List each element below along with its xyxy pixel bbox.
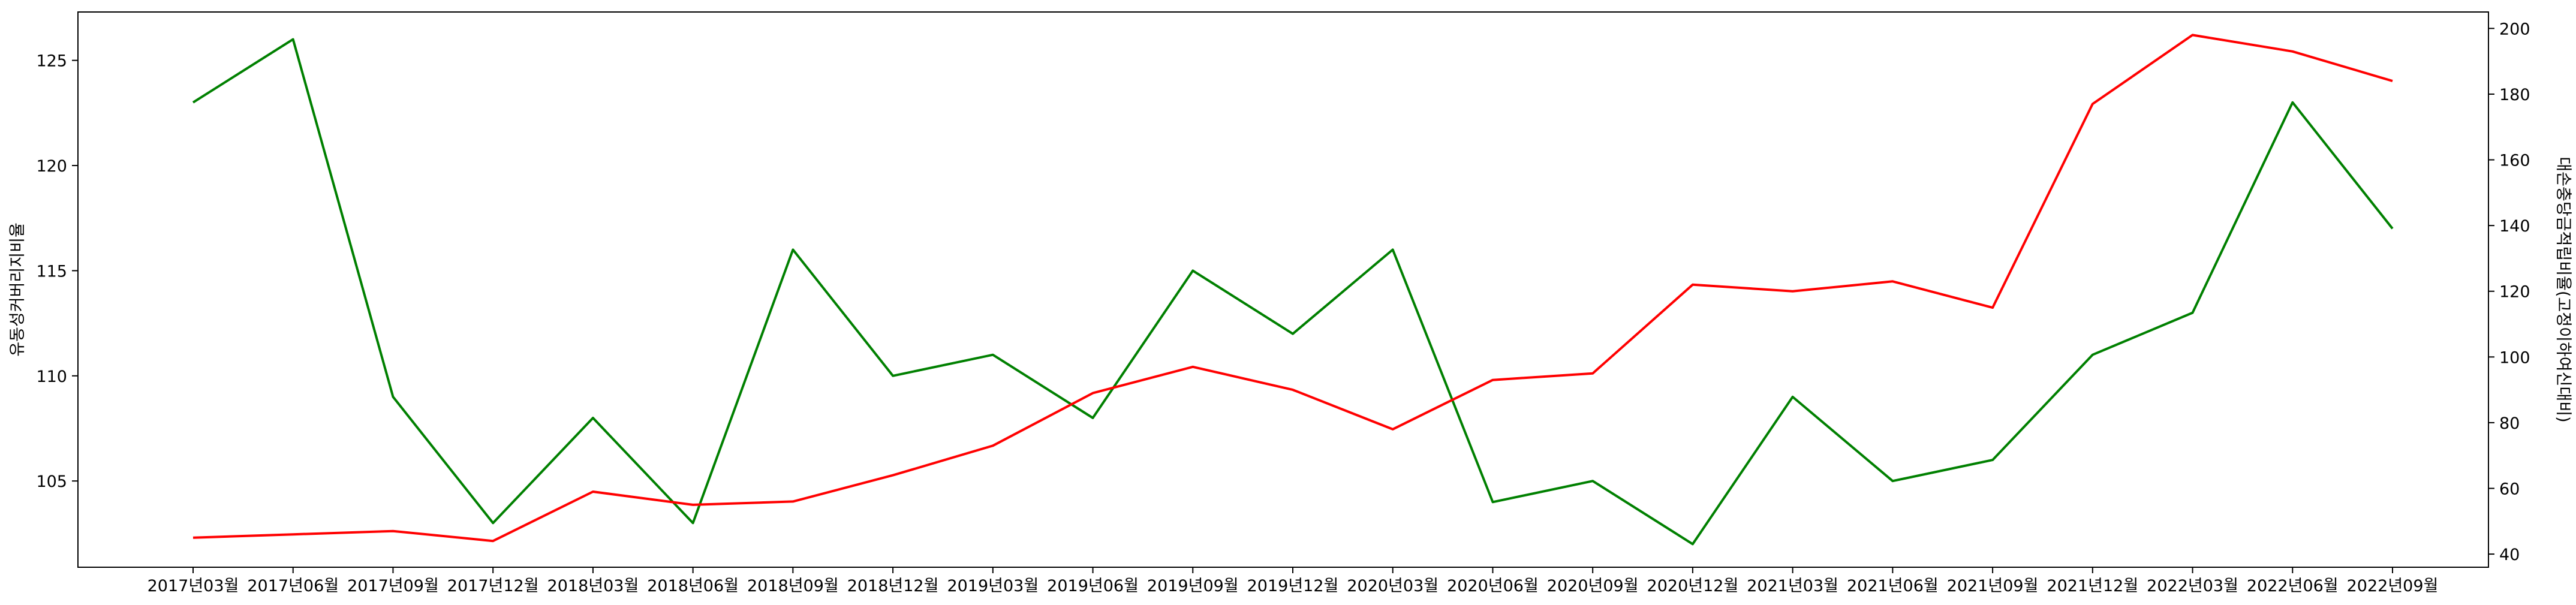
right-y-tick-label: 160: [2499, 152, 2530, 170]
right-y-axis: 40 60 80 100 120 140 160 180 200: [2488, 20, 2530, 564]
x-tick-label: 2020년12월: [1647, 577, 1739, 595]
x-axis: 2017년03월 2017년06월 2017년09월 2017년12월 2018년03월…: [148, 567, 2439, 595]
right-y-axis-label: 대손충당금적립비율(고정이하여신대비): [2554, 156, 2572, 422]
x-tick-label: 2021년06월: [1847, 577, 1939, 595]
left-y-axis-label: 유동성커버리지비율: [8, 222, 27, 357]
right-y-tick-label: 180: [2499, 86, 2530, 104]
right-y-tick-label: 140: [2499, 217, 2530, 236]
x-tick-label: 2018년03월: [547, 577, 639, 595]
x-tick-label: 2018년06월: [647, 577, 739, 595]
x-tick-label: 2020년03월: [1347, 577, 1439, 595]
right-y-tick-label: 200: [2499, 20, 2530, 38]
x-tick-label: 2021년12월: [2047, 577, 2138, 595]
x-tick-label: 2017년03월: [148, 577, 239, 595]
x-tick-label: 2017년12월: [447, 577, 539, 595]
left-y-tick-label: 110: [36, 368, 67, 386]
green-series-line: [192, 38, 2394, 546]
x-tick-label: 2018년12월: [847, 577, 939, 595]
x-tick-label: 2019년06월: [1047, 577, 1139, 595]
x-tick-label: 2017년09월: [347, 577, 439, 595]
left-y-tick-label: 125: [36, 52, 67, 71]
right-y-tick-label: 60: [2499, 480, 2520, 498]
left-y-tick-label: 120: [36, 157, 67, 176]
red-series-line: [192, 34, 2393, 543]
right-y-tick-label: 80: [2499, 414, 2520, 433]
series-lines: [192, 34, 2394, 546]
x-tick-label: 2018년09월: [747, 577, 839, 595]
left-y-tick-label: 115: [36, 262, 67, 281]
x-tick-label: 2022년06월: [2247, 577, 2339, 595]
x-tick-label: 2021년09월: [1947, 577, 2039, 595]
x-tick-label: 2017년06월: [247, 577, 339, 595]
x-tick-label: 2019년03월: [947, 577, 1039, 595]
x-tick-label: 2020년09월: [1547, 577, 1639, 595]
x-tick-label: 2021년03월: [1747, 577, 1838, 595]
x-tick-label: 2022년09월: [2347, 577, 2439, 595]
x-tick-label: 2022년03월: [2147, 577, 2238, 595]
plot-area-frame: [77, 11, 2489, 568]
x-tick-label: 2020년06월: [1447, 577, 1539, 595]
x-tick-label: 2019년12월: [1247, 577, 1339, 595]
right-y-tick-label: 100: [2499, 348, 2530, 367]
right-y-tick-label: 120: [2499, 283, 2530, 302]
x-tick-label: 2019년09월: [1147, 577, 1239, 595]
left-y-tick-label: 105: [36, 472, 67, 491]
left-y-axis: 105 110 115 120 125: [36, 52, 78, 491]
right-y-tick-label: 40: [2499, 546, 2520, 564]
